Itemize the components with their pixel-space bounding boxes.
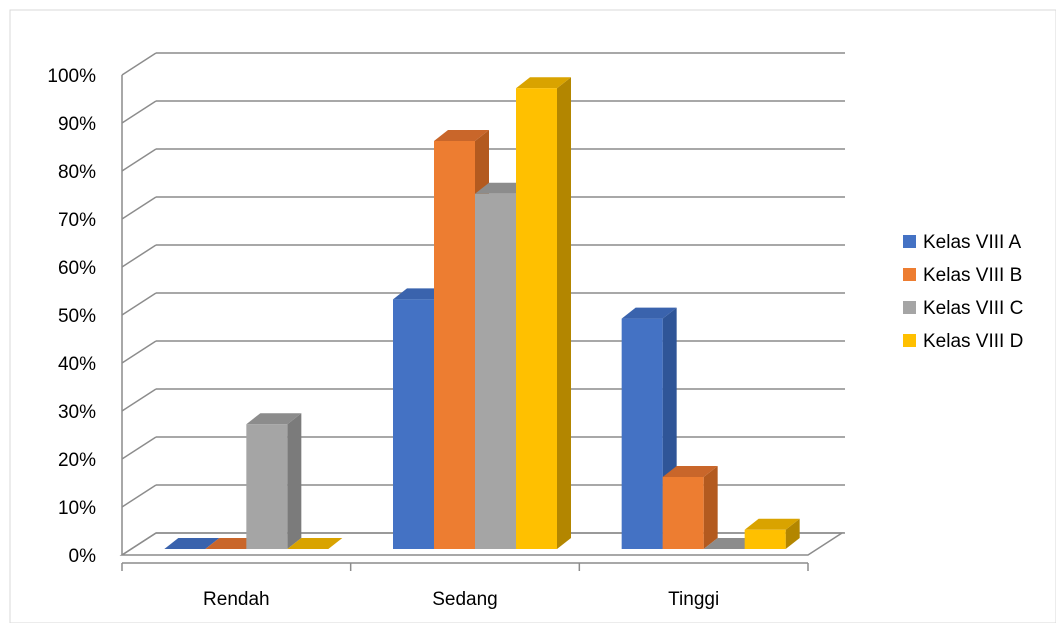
bar-top	[434, 130, 489, 141]
legend: Kelas VIII A Kelas VIII B Kelas VIII C Kela…	[903, 232, 1023, 352]
gridline-side	[121, 244, 157, 268]
bar-front	[662, 477, 704, 549]
legend-item: Kelas VIII A	[903, 232, 1022, 253]
bar-top	[246, 413, 302, 425]
bar-front	[516, 88, 557, 549]
bar	[164, 538, 220, 549]
y-tick-label: 50%	[58, 306, 96, 327]
legend-swatch	[903, 334, 916, 347]
bar-top	[287, 538, 343, 549]
bar-top	[516, 77, 571, 89]
bar-side	[703, 466, 718, 549]
bars	[164, 77, 800, 550]
legend-label: Kelas VIII B	[923, 265, 1022, 286]
legend-swatch	[903, 301, 916, 314]
gridline-side	[121, 388, 157, 412]
bar	[662, 466, 718, 549]
gridline-side	[121, 484, 157, 508]
bar-front	[393, 299, 434, 549]
y-tick-label: 100%	[47, 66, 96, 87]
y-tick-label: 30%	[58, 402, 96, 423]
x-axis: Rendah Sedang Tinggi	[121, 562, 809, 610]
legend-item: Kelas VIII B	[903, 265, 1022, 286]
gridline-side	[121, 340, 157, 364]
gridline-side	[121, 100, 157, 124]
bar-top	[662, 466, 718, 477]
legend-item: Kelas VIII D	[903, 331, 1023, 352]
bar-front	[475, 193, 516, 550]
bar-top	[744, 518, 800, 530]
bar	[246, 413, 302, 549]
legend-label: Kelas VIII C	[923, 298, 1023, 319]
y-tick-label: 20%	[58, 450, 96, 471]
y-tick-label: 60%	[58, 258, 96, 279]
bar-front	[434, 141, 475, 549]
y-tick-label: 80%	[58, 162, 96, 183]
legend-swatch	[903, 235, 916, 248]
gridline-side	[121, 196, 157, 220]
gridline-side	[121, 148, 157, 172]
bar-front	[744, 529, 786, 549]
x-tick-label: Rendah	[203, 589, 270, 610]
legend-label: Kelas VIII D	[923, 331, 1023, 352]
bar-front	[246, 424, 288, 549]
x-tick-label: Sedang	[432, 589, 498, 610]
y-tick-label: 40%	[58, 354, 96, 375]
legend-item: Kelas VIII C	[903, 298, 1023, 319]
y-tick-label: 90%	[58, 114, 96, 135]
y-tick-label: 70%	[58, 210, 96, 231]
gridline-side	[121, 52, 157, 76]
bar-top	[164, 538, 220, 549]
bar-front	[621, 318, 663, 549]
bar-side	[785, 518, 800, 549]
legend-swatch	[903, 268, 916, 281]
bar	[744, 518, 800, 549]
bar-top	[621, 307, 677, 319]
x-tick-label: Tinggi	[668, 589, 719, 610]
gridline-side	[121, 532, 157, 556]
bar	[287, 538, 343, 549]
y-tick-label: 0%	[69, 546, 97, 567]
y-axis: 0% 10% 20% 30% 40% 50% 60% 70% 80% 90% 100%	[47, 66, 123, 567]
y-tick-label: 10%	[58, 498, 96, 519]
bar	[516, 77, 571, 549]
legend-label: Kelas VIII A	[923, 232, 1022, 253]
bar-side	[557, 77, 571, 549]
gridline-side	[121, 292, 157, 316]
bar-side	[287, 413, 302, 549]
gridline-side	[121, 436, 157, 460]
